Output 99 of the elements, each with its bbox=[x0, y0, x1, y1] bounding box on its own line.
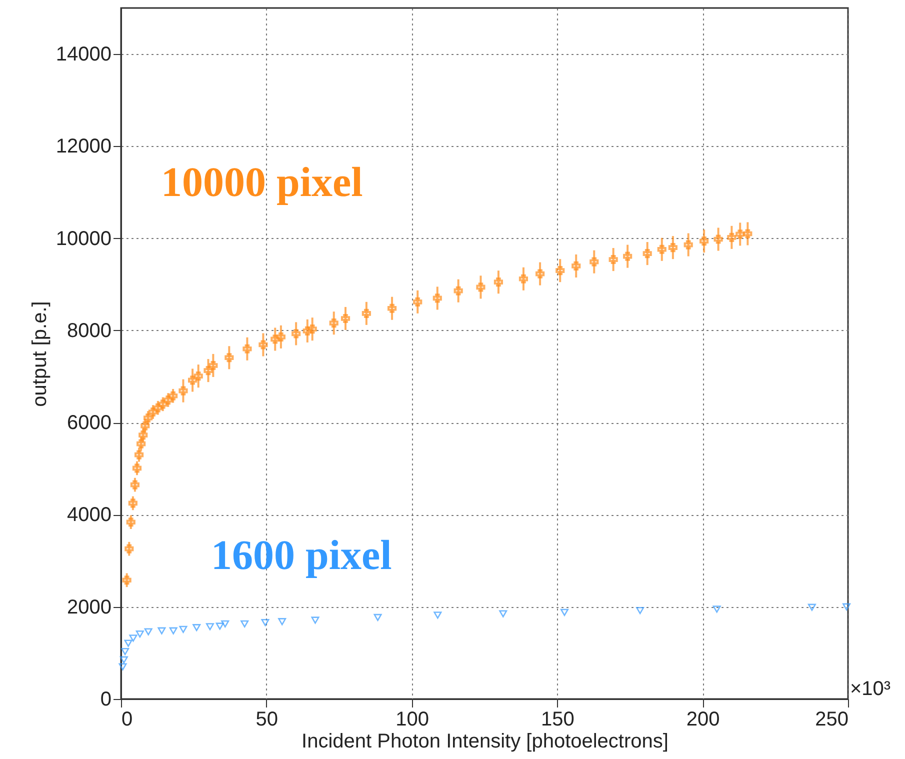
y-tick-label: 4000 bbox=[67, 504, 112, 526]
point bbox=[727, 232, 736, 242]
text: ×10³ bbox=[850, 678, 891, 700]
y-tick-label: 6000 bbox=[67, 412, 112, 434]
point bbox=[808, 604, 816, 611]
point bbox=[206, 623, 214, 630]
point bbox=[743, 229, 752, 238]
x-tick-label: 200 bbox=[686, 708, 720, 730]
point bbox=[270, 334, 280, 344]
point bbox=[434, 612, 442, 619]
x-tick-label: 150 bbox=[541, 708, 574, 730]
point bbox=[126, 518, 136, 527]
point bbox=[340, 314, 350, 324]
point bbox=[124, 544, 134, 554]
point bbox=[292, 329, 301, 338]
x-tick-label: 100 bbox=[396, 708, 429, 730]
point bbox=[590, 257, 599, 266]
point bbox=[164, 395, 173, 405]
point bbox=[261, 618, 270, 626]
point bbox=[536, 269, 545, 278]
point bbox=[572, 261, 581, 271]
point bbox=[712, 606, 721, 613]
point bbox=[140, 421, 150, 430]
point bbox=[413, 297, 422, 306]
point bbox=[178, 386, 188, 396]
point bbox=[216, 622, 224, 630]
point bbox=[122, 576, 132, 585]
y-tick-label: 12000 bbox=[56, 136, 112, 158]
point bbox=[188, 376, 198, 385]
point bbox=[499, 610, 508, 618]
point bbox=[136, 630, 144, 638]
y-tick-label: 0 bbox=[100, 688, 112, 710]
point bbox=[308, 324, 317, 334]
point bbox=[120, 656, 128, 664]
x-tick-label: 50 bbox=[256, 708, 278, 730]
point bbox=[169, 627, 178, 634]
point bbox=[362, 308, 371, 318]
point bbox=[668, 243, 678, 252]
point bbox=[329, 318, 338, 328]
point bbox=[153, 403, 162, 412]
point bbox=[518, 274, 528, 284]
y-tick-label: 2000 bbox=[67, 596, 112, 618]
point bbox=[132, 464, 142, 473]
point bbox=[158, 627, 166, 634]
point bbox=[494, 278, 503, 287]
point bbox=[240, 620, 249, 628]
point bbox=[130, 480, 140, 490]
point bbox=[736, 230, 745, 239]
point bbox=[134, 450, 144, 460]
point bbox=[276, 332, 286, 342]
point bbox=[168, 391, 178, 400]
point bbox=[714, 234, 723, 244]
point bbox=[302, 326, 312, 336]
point bbox=[221, 620, 230, 628]
y-tick-label: 14000 bbox=[56, 44, 112, 66]
point bbox=[118, 663, 127, 670]
point bbox=[144, 413, 153, 423]
y-tick-label: 10000 bbox=[56, 228, 112, 250]
point bbox=[623, 252, 632, 261]
point bbox=[204, 366, 213, 376]
text: 10000 pixel bbox=[161, 160, 363, 206]
point bbox=[179, 626, 188, 633]
point bbox=[278, 618, 286, 626]
point bbox=[556, 266, 565, 276]
point bbox=[158, 400, 168, 409]
x-tick-label: 250 bbox=[815, 708, 848, 730]
point bbox=[476, 282, 486, 292]
point bbox=[128, 498, 138, 508]
point bbox=[432, 294, 442, 303]
point bbox=[144, 628, 152, 636]
point bbox=[454, 286, 463, 296]
point bbox=[842, 603, 851, 610]
point bbox=[311, 616, 320, 624]
point bbox=[136, 439, 146, 448]
y-axis-title: output [p.e.] bbox=[28, 301, 51, 407]
x-axis-title: Incident Photon Intensity [photoelectrons] bbox=[302, 730, 668, 752]
point bbox=[608, 254, 618, 264]
point bbox=[138, 430, 148, 440]
point bbox=[224, 353, 234, 362]
series-label: 1600 pixel bbox=[211, 533, 392, 579]
point bbox=[194, 372, 203, 381]
point bbox=[192, 624, 201, 632]
x-tick-label: 0 bbox=[122, 708, 133, 730]
point bbox=[636, 606, 644, 614]
point bbox=[258, 340, 268, 350]
point bbox=[242, 344, 252, 354]
point bbox=[642, 249, 652, 258]
point bbox=[374, 614, 382, 622]
point bbox=[684, 240, 693, 250]
point bbox=[560, 608, 568, 616]
point bbox=[148, 407, 158, 417]
point bbox=[208, 360, 218, 370]
point bbox=[129, 634, 138, 642]
y-tick-label: 8000 bbox=[67, 320, 112, 342]
point bbox=[387, 304, 397, 313]
point bbox=[121, 648, 130, 656]
point bbox=[657, 244, 666, 254]
point bbox=[124, 640, 132, 647]
point bbox=[700, 236, 709, 246]
